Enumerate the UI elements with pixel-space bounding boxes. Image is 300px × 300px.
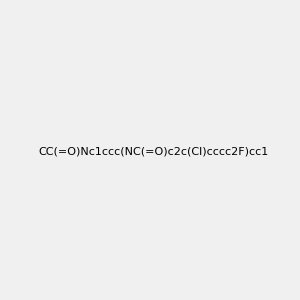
Text: CC(=O)Nc1ccc(NC(=O)c2c(Cl)cccc2F)cc1: CC(=O)Nc1ccc(NC(=O)c2c(Cl)cccc2F)cc1 [39,146,269,157]
